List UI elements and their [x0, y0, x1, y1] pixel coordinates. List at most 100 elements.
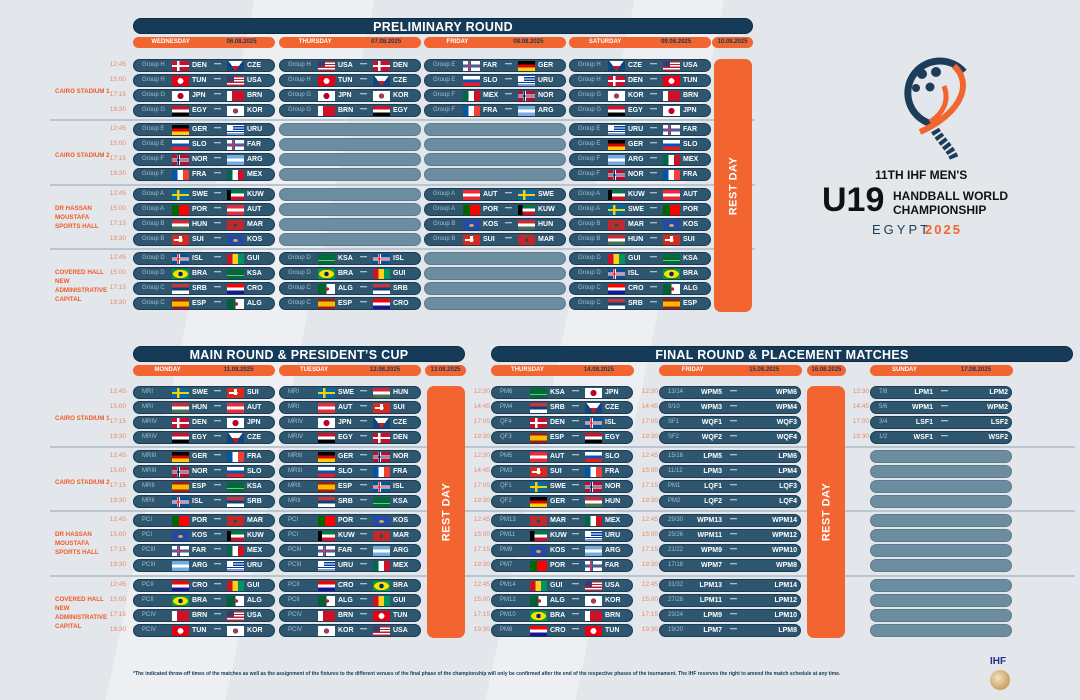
match-pill[interactable]: PCII BRA — ALG — [133, 594, 275, 607]
match-pill[interactable]: SF2 WQF2 — WQF4 — [659, 431, 801, 444]
match-pill[interactable]: PCIV BRN — USA — [133, 609, 275, 622]
match-pill[interactable]: 19/20 LPM7 — LPM8 — [659, 624, 801, 637]
match-pill[interactable]: Group D BRA — GUI — [279, 267, 421, 280]
match-pill[interactable]: MRI SWE — SUI — [133, 386, 275, 399]
match-pill[interactable]: MRIII GER — NOR — [279, 450, 421, 463]
match-pill[interactable]: MRII ESP — ISL — [279, 480, 421, 493]
match-pill[interactable]: Group F ARG — MEX — [569, 153, 711, 166]
match-pill[interactable]: Group G EGY — JPN — [569, 104, 711, 117]
match-pill[interactable]: 9/10 WPM3 — WPM4 — [659, 401, 801, 414]
match-pill[interactable]: PM13 MAR — MEX — [491, 514, 633, 527]
match-pill[interactable]: MRIII SLO — FRA — [279, 465, 421, 478]
match-pill[interactable]: PCIV BRN — TUN — [279, 609, 421, 622]
match-pill[interactable]: Group A KUW — AUT — [569, 188, 711, 201]
match-pill[interactable]: 5/6 WPM1 — WPM2 — [870, 401, 1012, 414]
match-pill[interactable]: Group E GER — SLO — [569, 138, 711, 151]
match-pill[interactable]: Group G EGY — KOR — [133, 104, 275, 117]
match-pill[interactable]: Group H TUN — USA — [133, 74, 275, 87]
match-pill[interactable]: QF2 GER — HUN — [491, 495, 633, 508]
match-pill[interactable]: Group F FRA — ARG — [424, 104, 566, 117]
match-pill[interactable]: Group E SLO — FAR — [133, 138, 275, 151]
match-pill[interactable]: PM9 KOS — ARG — [491, 544, 633, 557]
match-pill[interactable]: 15/16 LPM5 — LPM6 — [659, 450, 801, 463]
match-pill[interactable]: PCI KUW — MAR — [279, 529, 421, 542]
match-pill[interactable]: 25/26 WPM11 — WPM12 — [659, 529, 801, 542]
match-pill[interactable]: 29/30 WPM13 — WPM14 — [659, 514, 801, 527]
match-pill[interactable]: PM8 CRO — TUN — [491, 624, 633, 637]
match-pill[interactable]: MRII ISL — SRB — [133, 495, 275, 508]
match-pill[interactable]: Group H DEN — TUN — [569, 74, 711, 87]
match-pill[interactable]: QF4 DEN — ISL — [491, 416, 633, 429]
match-pill[interactable]: PM10 BRA — BRN — [491, 609, 633, 622]
match-pill[interactable]: MRI HUN — AUT — [133, 401, 275, 414]
match-pill[interactable]: 21/22 WPM9 — WPM10 — [659, 544, 801, 557]
match-pill[interactable]: MRI AUT — SUI — [279, 401, 421, 414]
match-pill[interactable]: Group C SRB — ESP — [569, 297, 711, 310]
match-pill[interactable]: Group F NOR — ARG — [133, 153, 275, 166]
match-pill[interactable]: Group A POR — AUT — [133, 203, 275, 216]
match-pill[interactable]: MRII SRB — KSA — [279, 495, 421, 508]
match-pill[interactable]: Group G BRN — EGY — [279, 104, 421, 117]
match-pill[interactable]: SF1 WQF1 — WQF3 — [659, 416, 801, 429]
match-pill[interactable]: Group D ISL — BRA — [569, 267, 711, 280]
match-pill[interactable]: PCII CRO — BRA — [279, 579, 421, 592]
match-pill[interactable]: MRIV DEN — JPN — [133, 416, 275, 429]
match-pill[interactable]: 13/14 WPM5 — WPM6 — [659, 386, 801, 399]
match-pill[interactable]: PCII CRO — GUI — [133, 579, 275, 592]
match-pill[interactable]: Group C CRO — ALG — [569, 282, 711, 295]
match-pill[interactable]: MRIV EGY — DEN — [279, 431, 421, 444]
match-pill[interactable]: PCIII ARG — URU — [133, 559, 275, 572]
match-pill[interactable]: Group D GUI — KSA — [569, 252, 711, 265]
match-pill[interactable]: Group B HUN — SUI — [569, 233, 711, 246]
match-pill[interactable]: 23/24 LPM9 — LPM10 — [659, 609, 801, 622]
match-pill[interactable]: PM6 KSA — JPN — [491, 386, 633, 399]
match-pill[interactable]: Group A SWE — KUW — [133, 188, 275, 201]
match-pill[interactable]: Group B SUI — MAR — [424, 233, 566, 246]
match-pill[interactable]: 31/32 LPM13 — LPM14 — [659, 579, 801, 592]
match-pill[interactable]: MRII ESP — KSA — [133, 480, 275, 493]
match-pill[interactable]: Group C ESP — ALG — [133, 297, 275, 310]
match-pill[interactable]: Group E GER — URU — [133, 123, 275, 136]
match-pill[interactable]: 3/4 LSF1 — LSF2 — [870, 416, 1012, 429]
match-pill[interactable]: PM4 SRB — CZE — [491, 401, 633, 414]
match-pill[interactable]: Group E FAR — GER — [424, 59, 566, 72]
match-pill[interactable]: Group C ESP — CRO — [279, 297, 421, 310]
match-pill[interactable]: Group D BRA — KSA — [133, 267, 275, 280]
match-pill[interactable]: Group D KSA — ISL — [279, 252, 421, 265]
match-pill[interactable]: Group C ALG — SRB — [279, 282, 421, 295]
match-pill[interactable]: PCI POR — KOS — [279, 514, 421, 527]
match-pill[interactable]: PCII ALG — GUI — [279, 594, 421, 607]
match-pill[interactable]: PM12 ALG — KOR — [491, 594, 633, 607]
match-pill[interactable]: 17/18 WPM7 — WPM8 — [659, 559, 801, 572]
match-pill[interactable]: QF3 ESP — EGY — [491, 431, 633, 444]
match-pill[interactable]: Group H TUN — CZE — [279, 74, 421, 87]
match-pill[interactable]: PM14 GUI — USA — [491, 579, 633, 592]
match-pill[interactable]: Group F MEX — NOR — [424, 89, 566, 102]
match-pill[interactable]: MRIV JPN — CZE — [279, 416, 421, 429]
match-pill[interactable]: Group D ISL — GUI — [133, 252, 275, 265]
match-pill[interactable]: 1/2 WSF1 — WSF2 — [870, 431, 1012, 444]
match-pill[interactable]: PCIV TUN — KOR — [133, 624, 275, 637]
match-pill[interactable]: QF1 SWE — NOR — [491, 480, 633, 493]
match-pill[interactable]: MRIV EGY — CZE — [133, 431, 275, 444]
match-pill[interactable]: PCI KOS — KUW — [133, 529, 275, 542]
match-pill[interactable]: Group F FRA — MEX — [133, 168, 275, 181]
match-pill[interactable]: PCIV KOR — USA — [279, 624, 421, 637]
match-pill[interactable]: MRIII NOR — SLO — [133, 465, 275, 478]
match-pill[interactable]: PM7 POR — FAR — [491, 559, 633, 572]
match-pill[interactable]: Group H USA — DEN — [279, 59, 421, 72]
match-pill[interactable]: Group E URU — FAR — [569, 123, 711, 136]
match-pill[interactable]: PCIII URU — MEX — [279, 559, 421, 572]
match-pill[interactable]: PM5 AUT — SLO — [491, 450, 633, 463]
match-pill[interactable]: Group A AUT — SWE — [424, 188, 566, 201]
match-pill[interactable]: MRIII GER — FRA — [133, 450, 275, 463]
match-pill[interactable]: Group B MAR — KOS — [569, 218, 711, 231]
match-pill[interactable]: Group G JPN — BRN — [133, 89, 275, 102]
match-pill[interactable]: MRI SWE — HUN — [279, 386, 421, 399]
match-pill[interactable]: Group F NOR — FRA — [569, 168, 711, 181]
match-pill[interactable]: PCI POR — MAR — [133, 514, 275, 527]
match-pill[interactable]: Group H CZE — USA — [569, 59, 711, 72]
match-pill[interactable]: Group G KOR — BRN — [569, 89, 711, 102]
match-pill[interactable]: Group B SUI — KOS — [133, 233, 275, 246]
match-pill[interactable]: PM3 SUI — FRA — [491, 465, 633, 478]
